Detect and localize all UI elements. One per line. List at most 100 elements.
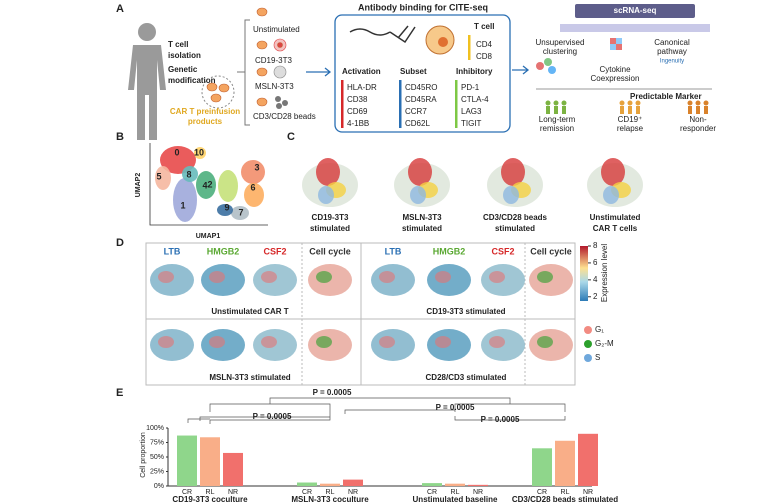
cluster-label: 5	[156, 171, 161, 181]
feature-umap	[316, 271, 332, 283]
y-tick-label: 100%	[146, 425, 164, 432]
y-tick-label: 75%	[150, 439, 164, 446]
condition-label: stimulated	[310, 224, 350, 233]
ingenuity-text: Ingenuity	[660, 59, 684, 65]
bar	[532, 448, 552, 486]
phase-label: G₂-M	[595, 339, 614, 348]
feature-umap	[435, 271, 451, 283]
feature-umap	[379, 336, 395, 348]
outcome-text: responder	[680, 124, 716, 133]
cell-nucleus	[438, 37, 448, 47]
condition-label: MSLN-3T3 stimulated	[209, 373, 290, 382]
bar	[422, 483, 442, 486]
column-header: CSF2	[263, 246, 286, 256]
group-label: CD19-3T3 coculture	[172, 495, 248, 502]
umap-blob	[318, 186, 334, 204]
y-tick-label: 25%	[150, 468, 164, 475]
marker-group-title: T cell	[474, 22, 494, 31]
method-text: pathway	[657, 47, 687, 56]
bar	[177, 435, 197, 486]
method-text: Unsupervised	[536, 38, 585, 47]
person-icon	[128, 23, 166, 140]
colorbar-tick-label: 2	[593, 292, 598, 301]
feature-umap	[537, 271, 553, 283]
marker-label: CD62L	[405, 119, 430, 128]
marker-label: CD45RA	[405, 95, 437, 104]
feature-umap	[209, 271, 225, 283]
arrow	[512, 65, 530, 75]
panel-label: E	[116, 387, 123, 399]
p-value: P = 0.0005	[313, 388, 352, 397]
x-tick-label: RL	[561, 489, 570, 496]
umap-blob	[501, 158, 525, 186]
bar	[445, 483, 465, 486]
phase-swatch	[584, 340, 592, 348]
method-text: Coexpression	[591, 74, 640, 83]
cluster-label: 9	[224, 202, 229, 212]
layout: A T cell isolation Genetic modification …	[116, 2, 716, 477]
umap-blob	[410, 186, 426, 204]
marker-label: CCR7	[405, 107, 427, 116]
p-value: P = 0.0005	[436, 403, 475, 412]
feature-umap	[379, 271, 395, 283]
arrow	[306, 67, 332, 77]
x-tick-label: CR	[427, 489, 437, 496]
umap-clusters: 0 1 2 3 4 5 6 7 8 9 10	[155, 146, 265, 222]
x-tick-label: RL	[206, 489, 215, 496]
feature-umap	[209, 336, 225, 348]
cluster-label: 3	[254, 162, 259, 172]
group-bar	[468, 35, 471, 60]
cluster-blob	[182, 166, 198, 182]
colorbar-tick-label: 8	[593, 241, 598, 250]
x-tick-label: CR	[302, 489, 312, 496]
bar	[223, 452, 243, 486]
feature-umap	[261, 336, 277, 348]
antibody-icon	[349, 25, 416, 44]
feature-umap	[489, 271, 505, 283]
bar	[555, 440, 575, 486]
column-header: HMGB2	[433, 246, 466, 256]
axis-title: UMAP2	[135, 173, 142, 198]
marker-label: PD-1	[461, 83, 480, 92]
bracket	[237, 19, 250, 126]
bar	[578, 433, 598, 486]
outcome-text: remission	[540, 124, 574, 133]
cluster-blob	[231, 206, 249, 220]
umap-blob	[503, 186, 519, 204]
feature-umap	[158, 271, 174, 283]
cluster-blob	[155, 166, 171, 190]
marker-label: CD38	[347, 95, 368, 104]
column-header: Cell cycle	[309, 246, 351, 256]
group-label: CD3/CD28 beads stimulated	[512, 495, 618, 502]
p-value: P = 0.0005	[481, 415, 520, 424]
condition-label: CD3/CD28 beads	[253, 112, 316, 121]
feature-umap	[435, 336, 451, 348]
cluster-label: 2	[207, 179, 212, 189]
group-label: Unstimulated baseline	[413, 495, 498, 502]
x-tick-label: RL	[326, 489, 335, 496]
condition-label: MSLN-3T3	[402, 213, 442, 222]
bar	[297, 482, 317, 486]
umap-blob	[408, 158, 432, 186]
significance-brackets	[209, 397, 566, 424]
step-text: Genetic	[168, 65, 198, 74]
y-tick-label: 50%	[150, 454, 164, 461]
marker-label: HLA-DR	[347, 83, 377, 92]
p-value: P = 0.0005	[253, 412, 292, 421]
cluster-label: 4	[202, 180, 207, 190]
cell-icons	[206, 82, 230, 103]
marker-list: T cell CD4 CD8 Activation HLA-DR CD38 CD69 4-1B…	[342, 22, 494, 128]
marker-label: CD69	[347, 107, 368, 116]
feature-plots: LTB HMGB2 CSF2 Cell cycle LTB HMGB2 CSF2 Cell c…	[150, 246, 573, 361]
cluster-blob	[196, 171, 216, 199]
panel-label: B	[116, 131, 124, 143]
column-header: Cell cycle	[530, 246, 572, 256]
condition-label: stimulated	[495, 224, 535, 233]
column-header: HMGB2	[207, 246, 240, 256]
cluster-label: 10	[194, 147, 204, 157]
step-text: isolation	[168, 51, 201, 60]
bar	[468, 484, 488, 486]
cluster-label: 1	[180, 200, 185, 210]
marker-title: Predictable Marker	[630, 92, 702, 101]
